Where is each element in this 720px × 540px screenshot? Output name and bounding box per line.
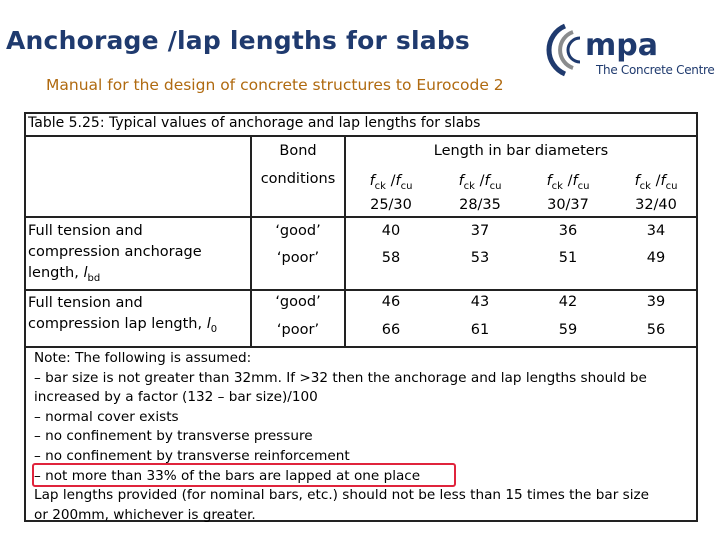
note-line: – no confinement by transverse reinforce… (34, 447, 350, 464)
length-header: Length in bar diameters (433, 143, 609, 159)
rule-col-bond (344, 135, 346, 347)
note-line: – bar size is not greater than 32mm. If … (34, 369, 647, 386)
mpa-logo (546, 23, 581, 77)
note-line: Lap lengths provided (for nominal bars, … (34, 487, 649, 504)
table-cell: 49 (646, 250, 666, 266)
grade-col-1: fck /fcu 25/30 (369, 173, 413, 213)
note-line: – not more than 33% of the bars are lapp… (34, 467, 421, 484)
slide-subtitle: Manual for the design of concrete struct… (46, 76, 504, 94)
bond-good: ‘good’ (275, 294, 321, 310)
logo-text: mpa (585, 28, 658, 63)
bond-good: ‘good’ (275, 223, 321, 239)
table-cell: 37 (470, 223, 490, 239)
note-line: Note: The following is assumed: (34, 350, 252, 366)
row-label-lap: Full tension and compression lap length,… (28, 295, 218, 335)
table-cell: 53 (470, 250, 490, 266)
logo-subtext: The Concrete Centre (596, 63, 715, 77)
table-cell: 40 (381, 223, 401, 239)
table-frame (24, 112, 698, 522)
table-cell: 66 (381, 322, 401, 338)
note-line: – no confinement by transverse pressure (34, 428, 313, 445)
bond-poor: ‘poor’ (276, 250, 320, 266)
grade-col-3: fck /fcu 30/37 (546, 173, 590, 213)
grade-col-2: fck /fcu 28/35 (458, 173, 502, 213)
rule-col-label (250, 135, 252, 347)
bond-header-2: conditions (260, 171, 336, 187)
rule-group (24, 289, 698, 291)
table-cell: 51 (558, 250, 578, 266)
table-cell: 46 (381, 294, 401, 310)
note-line: – normal cover exists (34, 408, 179, 425)
table-caption: Table 5.25: Typical values of anchorage … (28, 115, 481, 131)
table-cell: 59 (558, 322, 578, 338)
table-notes: Note: The following is assumed: – bar si… (34, 349, 694, 525)
logo-arcs-icon (546, 23, 581, 77)
slide-title: Anchorage /lap lengths for slabs (6, 26, 470, 55)
note-line: or 200mm, whichever is greater. (34, 506, 256, 523)
rule-header (24, 216, 698, 218)
grade-col-4: fck /fcu 32/40 (634, 173, 678, 213)
table-cell: 61 (470, 322, 490, 338)
table-cell: 43 (470, 294, 490, 310)
rule-body (24, 346, 698, 348)
note-line: increased by a factor (132 – bar size)/1… (34, 389, 318, 406)
table-cell: 58 (381, 250, 401, 266)
table-cell: 36 (558, 223, 578, 239)
table-cell: 39 (646, 294, 666, 310)
table-cell: 56 (646, 322, 666, 338)
table-cell: 34 (646, 223, 666, 239)
table-cell: 42 (558, 294, 578, 310)
highlight-box (32, 463, 456, 487)
bond-poor: ‘poor’ (276, 322, 320, 338)
row-label-anchorage: Full tension and compression anchorage l… (28, 223, 202, 284)
rule-caption (24, 135, 698, 137)
bond-header: Bond (279, 143, 317, 159)
